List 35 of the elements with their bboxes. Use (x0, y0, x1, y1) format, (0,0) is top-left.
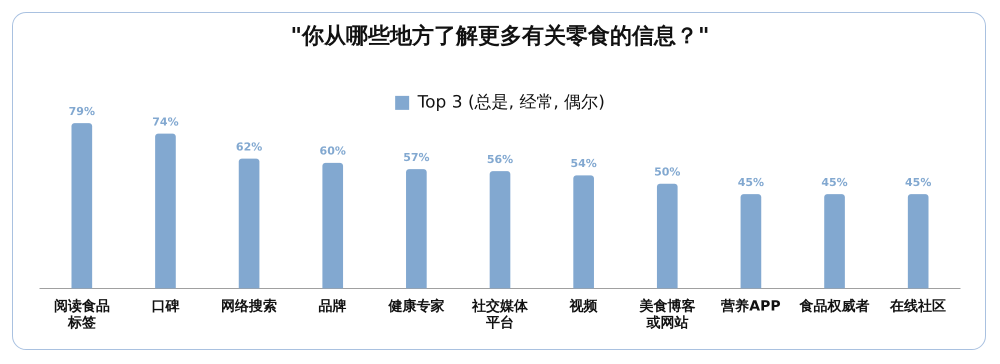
x-tick-label: 阅读食品标签 (54, 298, 110, 332)
data-label: 45% (738, 176, 764, 189)
data-label: 60% (320, 144, 346, 158)
bar (238, 158, 260, 288)
data-label: 50% (654, 165, 680, 178)
x-tick-label: 营养APP (720, 297, 781, 314)
bar (490, 171, 510, 288)
x-tick-label: 品牌 (318, 298, 347, 314)
data-label: 62% (236, 140, 262, 154)
x-tick-label: 食品权威者 (798, 298, 870, 314)
bar (824, 194, 845, 288)
data-label: 45% (821, 176, 848, 189)
bar (740, 194, 762, 288)
x-tick-label: 社交媒体平台 (471, 297, 529, 332)
data-label: 74% (152, 115, 179, 128)
bar (322, 162, 344, 288)
chart-title: "你从哪些地方了解更多有关零食的信息？" (290, 22, 710, 49)
data-label: 56% (486, 152, 514, 166)
legend-label: Top 3 (总是, 经常, 偶尔) (416, 92, 605, 112)
data-label: 57% (403, 150, 430, 164)
bar (656, 184, 678, 288)
bar (573, 175, 594, 288)
bar (908, 194, 929, 288)
x-tick-label: 口碑 (151, 298, 180, 314)
x-tick-label: 美食博客或网站 (638, 297, 696, 332)
x-tick-label: 健康专家 (387, 297, 444, 314)
bar (155, 134, 176, 288)
bar (71, 123, 92, 288)
x-tick-label: 在线社区 (889, 298, 946, 314)
x-tick-label: 视频 (568, 297, 599, 314)
bar (406, 169, 427, 288)
x-tick-label: 网络搜索 (221, 298, 278, 314)
data-label: 45% (905, 176, 932, 189)
data-label: 79% (68, 104, 95, 118)
data-label: 54% (570, 157, 597, 170)
